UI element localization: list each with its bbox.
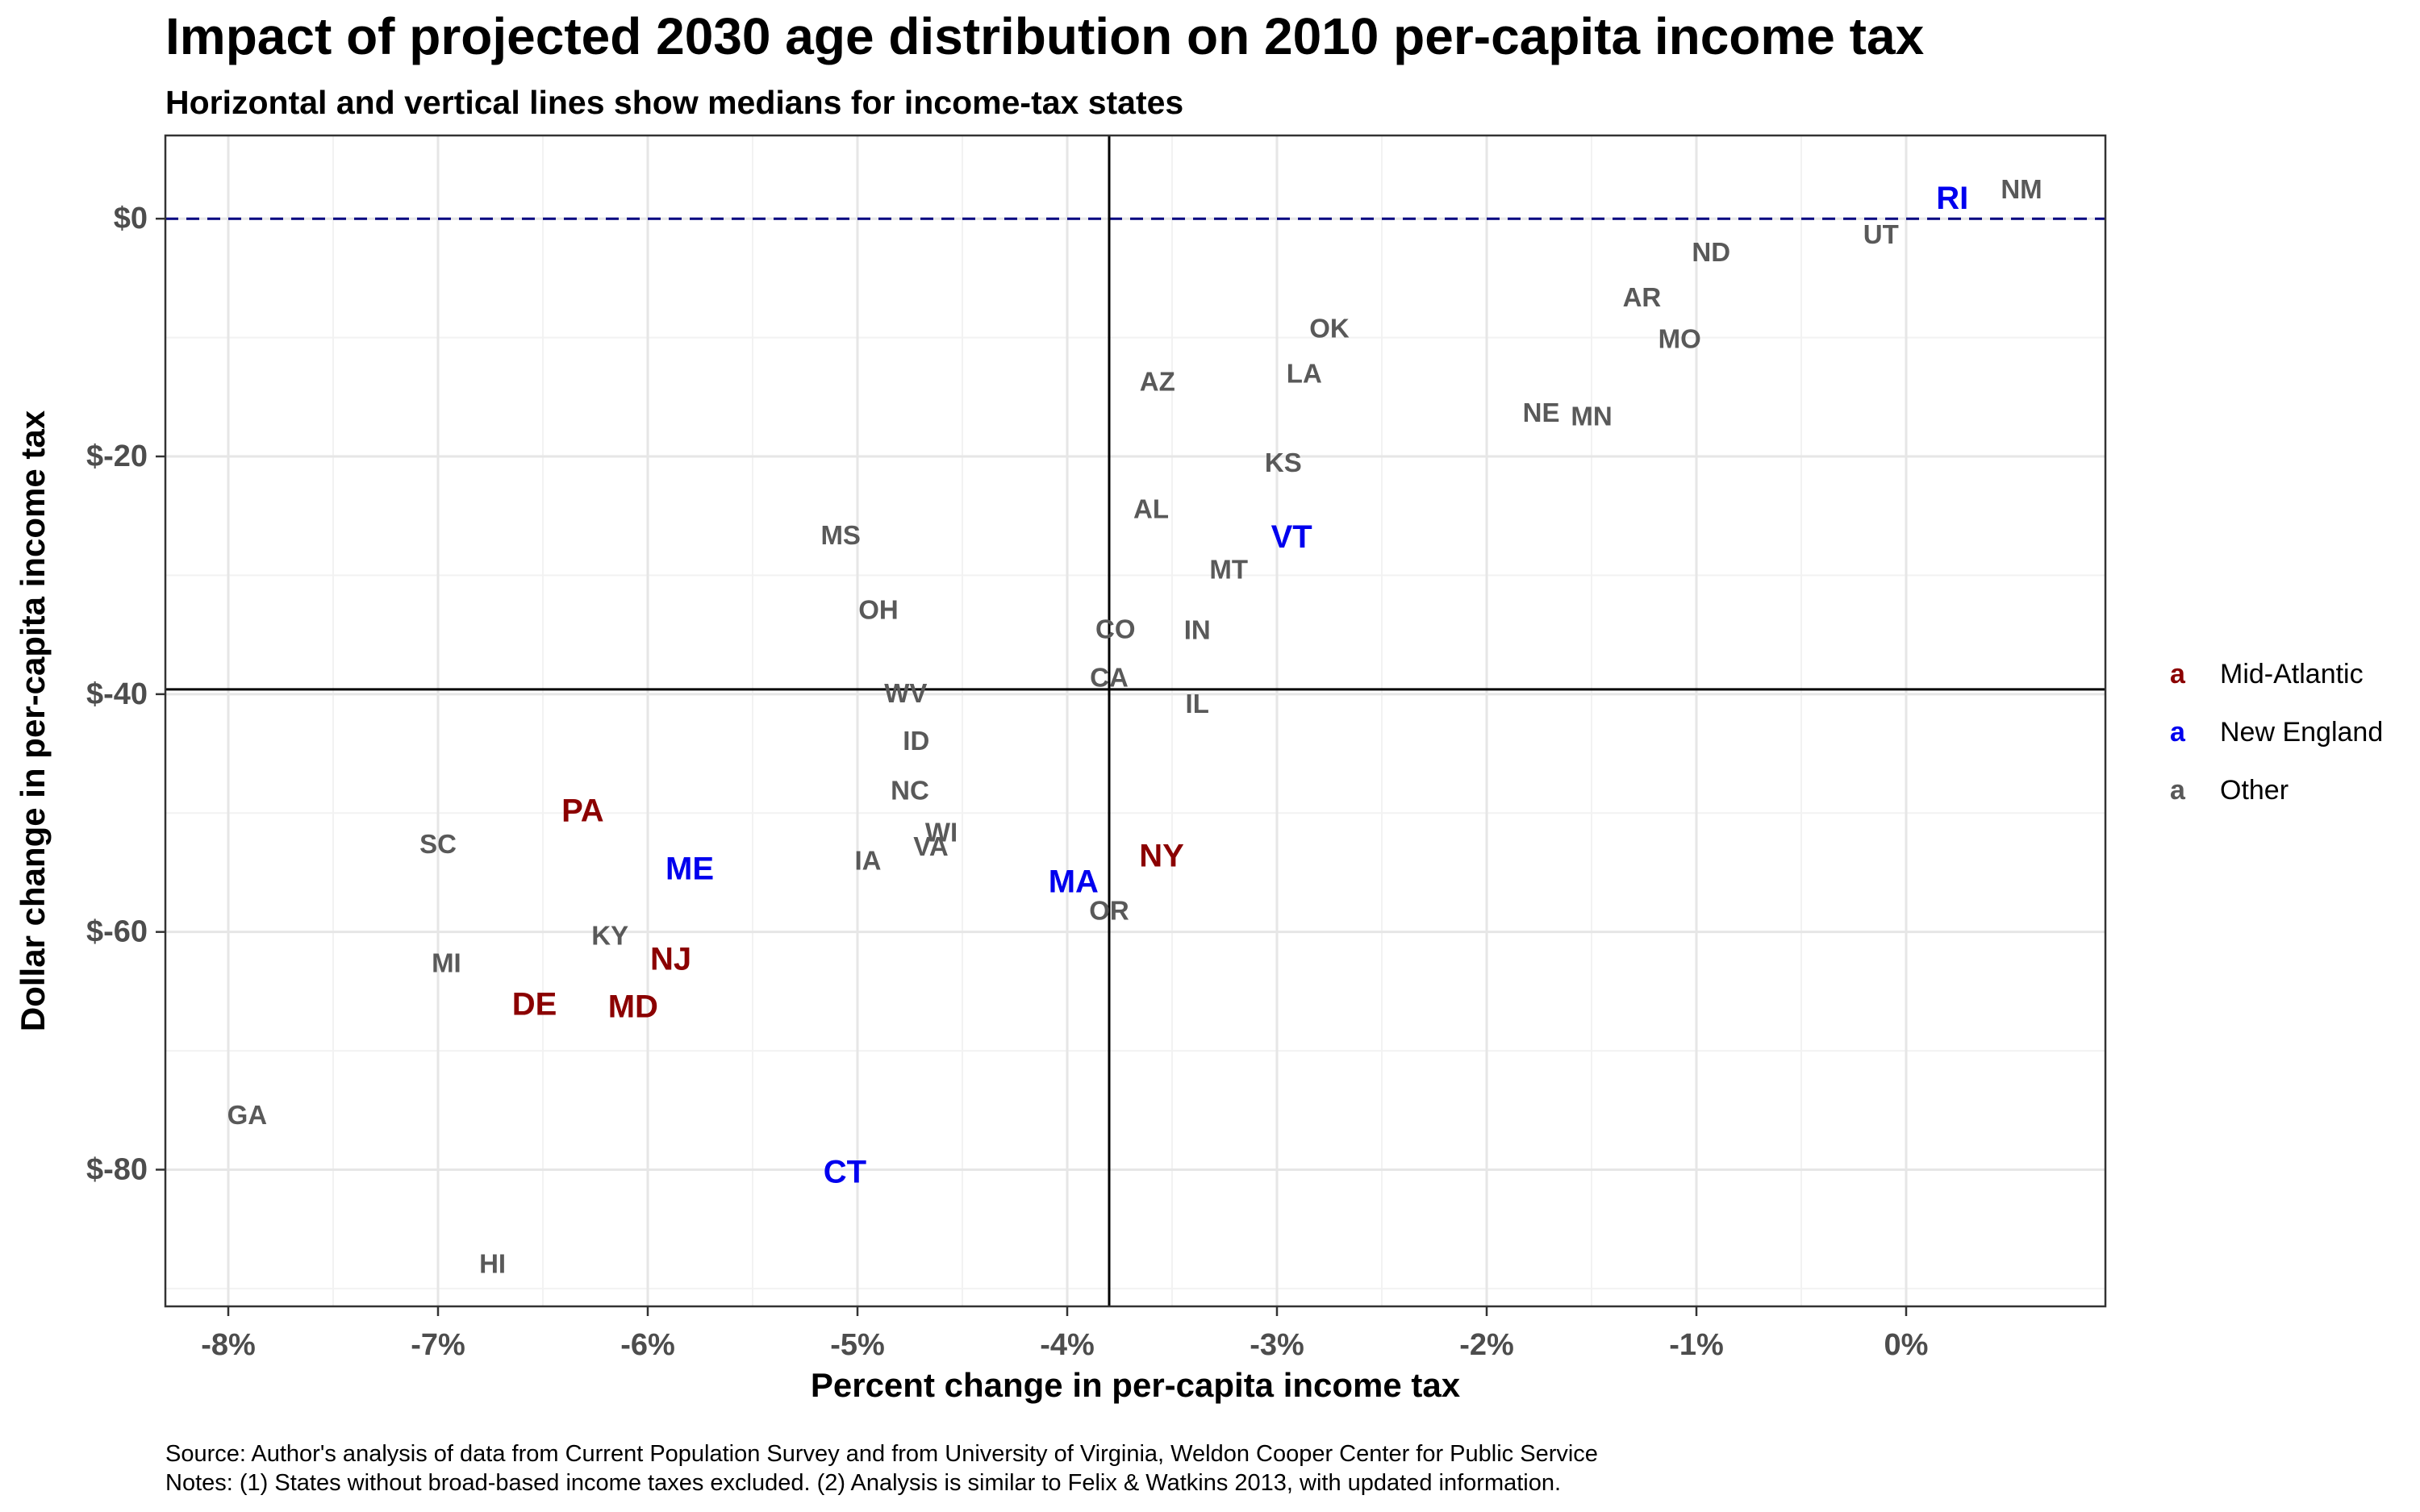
point-de: DE <box>512 987 557 1023</box>
x-tick-label: 0% <box>1884 1328 1929 1362</box>
legend-label-mid-atlantic: Mid-Atlantic <box>2220 658 2364 689</box>
point-ia: IA <box>855 846 882 876</box>
legend-key-mid-atlantic: a <box>2170 658 2185 689</box>
point-ca: CA <box>1090 663 1129 693</box>
point-ne: NE <box>1523 398 1560 427</box>
footnotes: Source: Author's analysis of data from C… <box>165 1439 1598 1497</box>
point-va: VA <box>913 831 948 861</box>
legend-key-new-england: a <box>2170 716 2185 748</box>
legend-item-new-england: a New England <box>2170 703 2383 761</box>
point-ri: RI <box>1936 181 1968 216</box>
legend-label-other: Other <box>2220 774 2289 806</box>
point-al: AL <box>1133 494 1169 523</box>
point-or: OR <box>1089 896 1129 926</box>
point-pa: PA <box>561 793 604 828</box>
x-axis-label: Percent change in per-capita income tax <box>811 1366 1461 1404</box>
reference-lines <box>165 135 2105 1306</box>
point-id: ID <box>903 726 929 756</box>
legend: a Mid-Atlantic a New England a Other <box>2170 645 2383 819</box>
source-note: Source: Author's analysis of data from C… <box>165 1441 1598 1467</box>
x-tick-label: -7% <box>411 1328 465 1362</box>
point-md: MD <box>608 989 658 1025</box>
x-tick-label: -8% <box>201 1328 256 1362</box>
point-ar: AR <box>1623 282 1662 312</box>
point-ms: MS <box>820 520 861 550</box>
chart-subtitle: Horizontal and vertical lines show media… <box>165 84 1184 121</box>
point-mi: MI <box>432 948 461 977</box>
point-ky: KY <box>591 921 628 951</box>
y-axis: $0 $-20 $-40 $-60 $-80 <box>86 202 165 1186</box>
point-mt: MT <box>1209 555 1248 585</box>
legend-label-new-england: New England <box>2220 716 2384 748</box>
point-nd: ND <box>1692 237 1730 267</box>
legend-item-mid-atlantic: a Mid-Atlantic <box>2170 645 2383 703</box>
point-sc: SC <box>419 829 457 859</box>
point-il: IL <box>1186 689 1209 719</box>
x-tick-label: -3% <box>1250 1328 1304 1362</box>
y-tick-label: $-80 <box>86 1152 148 1186</box>
point-az: AZ <box>1140 367 1175 397</box>
y-tick-label: $0 <box>114 202 148 235</box>
x-axis: -8% -7% -6% -5% -4% -3% -2% -1% 0% <box>201 1306 1928 1362</box>
y-tick-label: $-20 <box>86 439 148 473</box>
x-tick-label: -1% <box>1669 1328 1724 1362</box>
x-tick-label: -4% <box>1040 1328 1095 1362</box>
point-ga: GA <box>227 1100 268 1130</box>
point-labels: NM RI UT ND AR MO OK LA AZ NE MN KS AL VT MS MT OH CO IN CA… <box>227 174 2042 1279</box>
point-nc: NC <box>891 776 929 806</box>
methods-note: Notes: (1) States without broad-based in… <box>165 1470 1562 1496</box>
point-la: LA <box>1287 358 1322 388</box>
point-wi: WI <box>925 817 958 847</box>
point-vt: VT <box>1271 519 1312 555</box>
x-tick-label: -6% <box>620 1328 675 1362</box>
point-mo: MO <box>1659 324 1701 354</box>
legend-item-other: a Other <box>2170 761 2383 819</box>
point-hi: HI <box>479 1248 506 1278</box>
point-ks: KS <box>1265 448 1302 477</box>
chart-title: Impact of projected 2030 age distributio… <box>165 7 1925 65</box>
point-ok: OK <box>1309 313 1350 343</box>
point-me: ME <box>666 852 714 887</box>
x-tick-label: -5% <box>830 1328 885 1362</box>
grid-minor <box>165 135 2105 1306</box>
legend-key-other: a <box>2170 774 2185 806</box>
point-co: CO <box>1095 614 1136 644</box>
point-ny: NY <box>1139 838 1184 873</box>
point-ct: CT <box>824 1154 866 1189</box>
y-tick-label: $-60 <box>86 915 148 949</box>
y-tick-label: $-40 <box>86 677 148 711</box>
point-mn: MN <box>1571 401 1612 431</box>
panel-border <box>164 134 2107 1308</box>
point-nj: NJ <box>650 942 691 977</box>
point-nm: NM <box>2001 174 2042 204</box>
grid-major <box>165 135 2105 1306</box>
point-wv: WV <box>884 678 927 708</box>
point-oh: OH <box>858 595 899 625</box>
point-in: IN <box>1184 615 1211 645</box>
point-ma: MA <box>1049 864 1099 900</box>
x-tick-label: -2% <box>1459 1328 1514 1362</box>
y-axis-label: Dollar change in per-capita income tax <box>14 410 52 1031</box>
point-ut: UT <box>1863 219 1899 249</box>
